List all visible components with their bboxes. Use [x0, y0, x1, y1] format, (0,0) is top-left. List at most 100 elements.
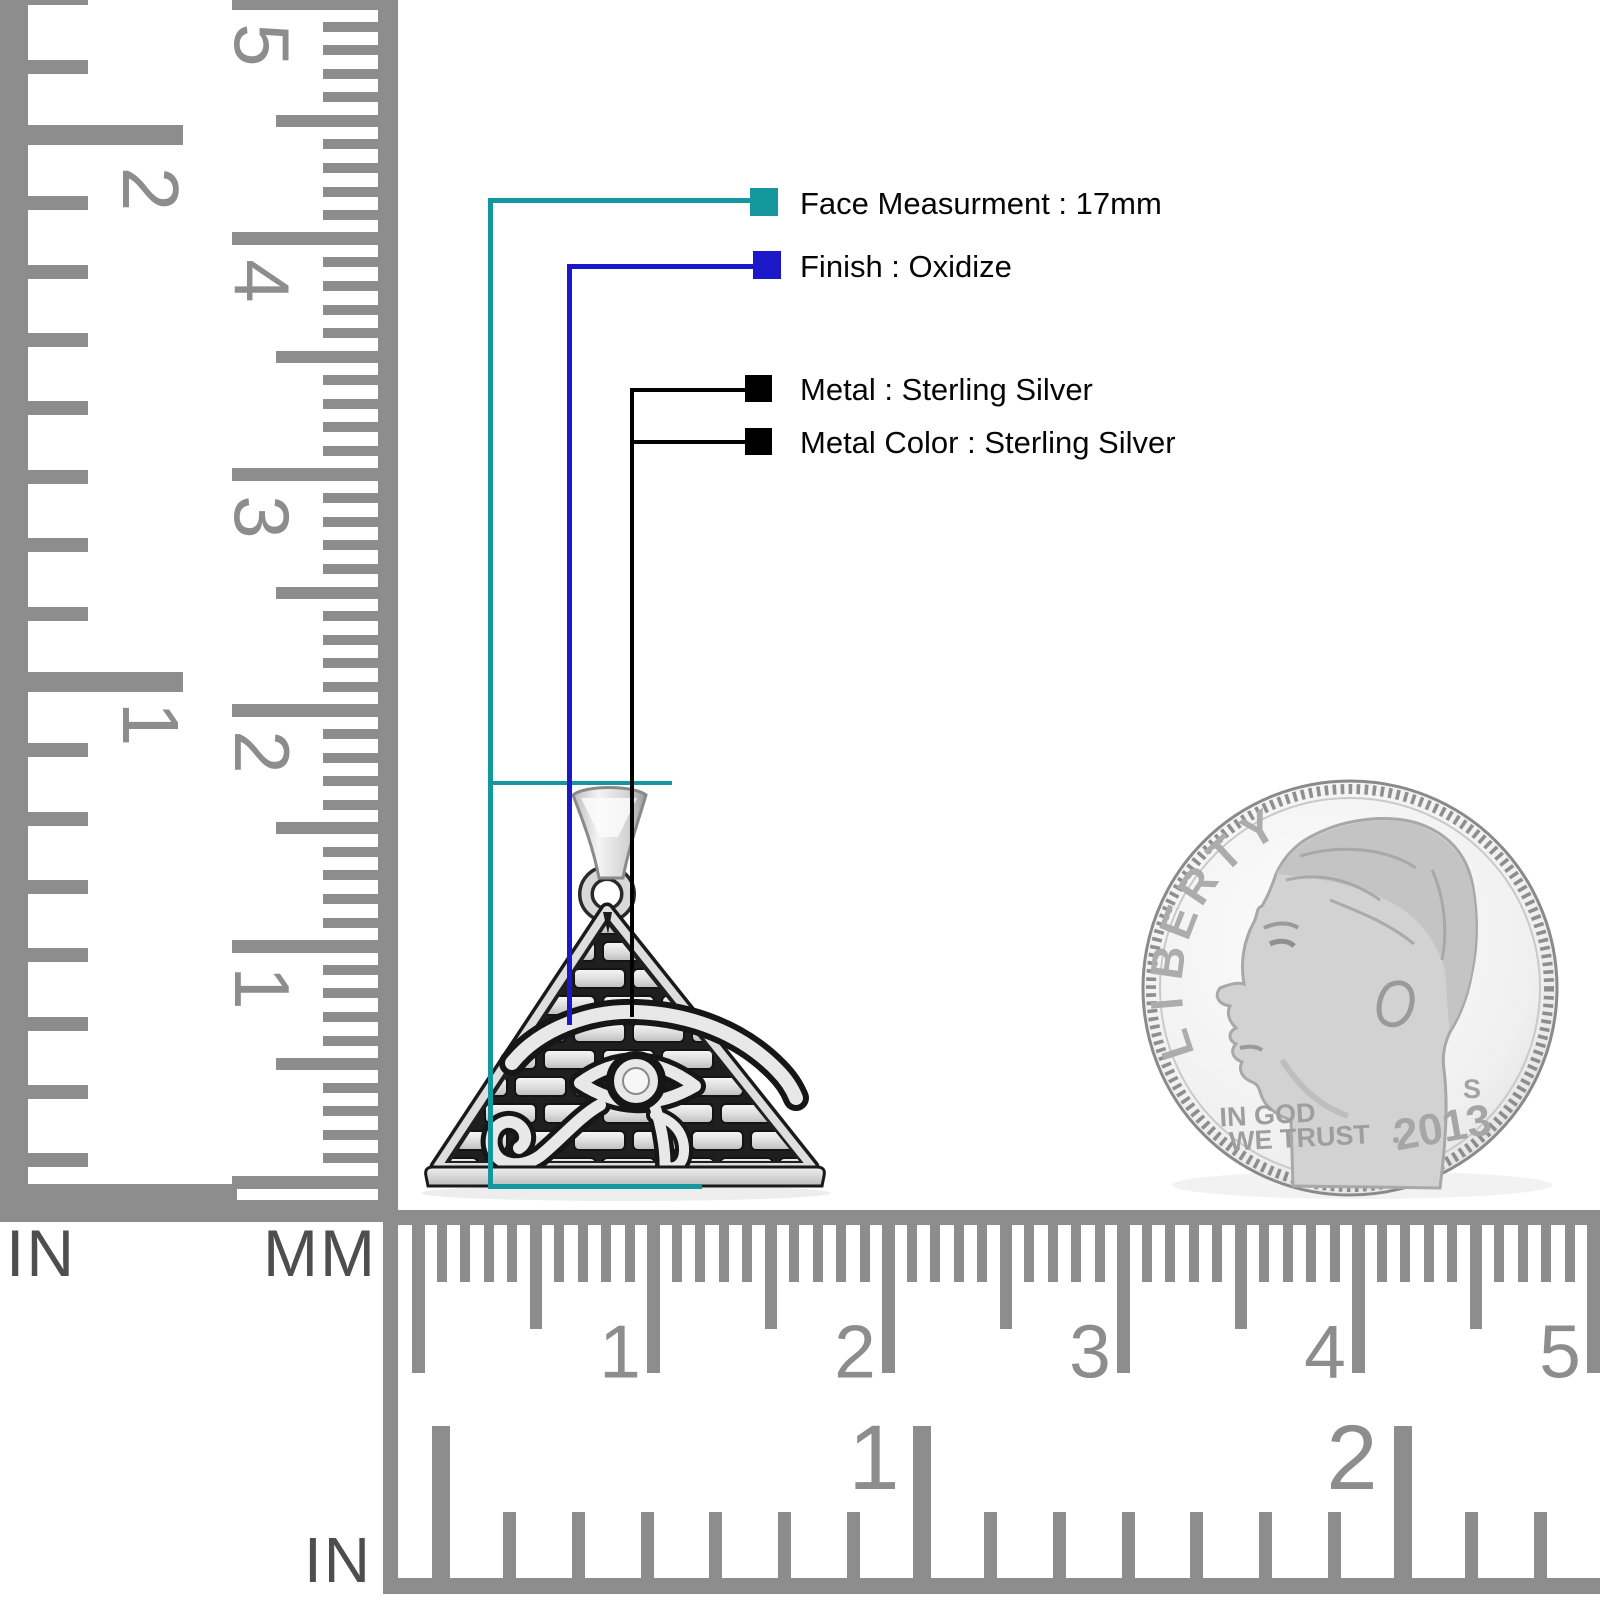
- ruler-tick: [601, 1225, 611, 1282]
- horizontal-cm-number: 2: [834, 1309, 876, 1394]
- ruler-tick: [1541, 1225, 1551, 1282]
- ruler-tick: [323, 799, 380, 810]
- ruler-tick: [28, 469, 88, 484]
- ruler-tick: [28, 1184, 237, 1200]
- face-measurement-label: Face Measurment : 17mm: [800, 186, 1162, 221]
- ruler-tick: [323, 375, 380, 386]
- ruler-tick: [323, 988, 380, 999]
- ruler-tick: [671, 1225, 682, 1282]
- pyramid-brick: [602, 1157, 655, 1161]
- ruler-tick: [640, 1512, 654, 1578]
- finish-line-vertical: [567, 264, 572, 1025]
- ruler-tick: [323, 493, 380, 504]
- ruler-tick: [28, 879, 88, 894]
- vertical-ruler-bottom-edge: [0, 1200, 398, 1222]
- ruler-tick: [1306, 1225, 1316, 1282]
- ruler-tick: [812, 1225, 823, 1282]
- ruler-tick: [503, 1512, 517, 1578]
- face-measurement-line-base: [488, 1184, 702, 1189]
- ruler-tick: [432, 1426, 450, 1578]
- pyramid-brick: [573, 1130, 626, 1151]
- ruler-tick: [1024, 1225, 1034, 1282]
- eye-of-horus: [480, 998, 809, 1182]
- ruler-tick: [984, 1512, 998, 1578]
- pyramid-brick: [514, 1076, 567, 1097]
- ruler-tick: [846, 1512, 860, 1578]
- ruler-tick: [232, 703, 380, 717]
- ruler-tick: [28, 401, 88, 416]
- pyramid-brick: [779, 1157, 799, 1161]
- ruler-tick: [323, 870, 380, 881]
- ruler-tick: [323, 681, 380, 692]
- ruler-tick: [930, 1225, 940, 1282]
- ruler-tick: [28, 0, 88, 6]
- ruler-tick: [323, 1129, 380, 1140]
- ruler-tick: [881, 1225, 895, 1373]
- ruler-tick: [323, 45, 380, 56]
- ruler-tick: [232, 232, 380, 246]
- ruler-tick: [323, 1153, 380, 1164]
- ear: [1376, 980, 1415, 1028]
- ruler-tick: [624, 1225, 635, 1282]
- ruler-tick: [709, 1512, 723, 1578]
- coin-mint-mark: S: [1463, 1074, 1481, 1104]
- vertical-ruler-inch-unit-label: IN: [6, 1216, 76, 1290]
- ruler-tick: [28, 811, 88, 826]
- horizontal-ruler-inch-unit-label: IN: [304, 1524, 372, 1596]
- ruler-tick: [28, 538, 88, 553]
- ruler-tick: [323, 634, 380, 645]
- ruler-tick: [1234, 1225, 1247, 1329]
- ruler-tick: [1121, 1512, 1135, 1578]
- ruler-tick: [323, 776, 380, 787]
- ruler-tick: [977, 1225, 987, 1282]
- ruler-tick: [1494, 1225, 1504, 1282]
- vertical-ruler-right-edge: [378, 0, 398, 1222]
- ruler-tick: [323, 422, 380, 433]
- ruler-tick: [554, 1225, 564, 1282]
- vertical-cm-number: 2: [218, 730, 306, 775]
- ruler-tick: [1329, 1225, 1340, 1282]
- pyramid-brick: [720, 1157, 773, 1161]
- ruler-tick: [323, 894, 380, 905]
- ruler-tick: [323, 540, 380, 551]
- face-measurement-line-bail-top: [488, 781, 672, 785]
- pyramid-base-rim: [424, 1165, 826, 1188]
- horizontal-cm-number: 3: [1069, 1309, 1111, 1394]
- ruler-tick: [483, 1225, 494, 1282]
- face-measurement-swatch: [750, 188, 778, 216]
- ruler-tick: [742, 1225, 752, 1282]
- ruler-tick: [1400, 1225, 1410, 1282]
- ruler-tick: [276, 586, 380, 599]
- ruler-tick: [1047, 1225, 1058, 1282]
- ruler-tick: [571, 1512, 585, 1578]
- ruler-tick: [411, 1225, 425, 1373]
- ruler-tick: [323, 92, 380, 103]
- ruler-tick: [1586, 1225, 1600, 1373]
- ruler-tick: [323, 516, 380, 527]
- face-measurement-line-top: [488, 198, 752, 203]
- ruler-tick: [323, 964, 380, 975]
- pyramid-brick: [543, 1157, 596, 1161]
- ruler-tick: [323, 398, 380, 409]
- ruler-tick: [28, 264, 88, 279]
- ruler-tick: [1116, 1225, 1130, 1373]
- ruler-tick: [1423, 1225, 1434, 1282]
- ruler-tick: [1465, 1512, 1479, 1578]
- ruler-tick: [529, 1225, 542, 1329]
- horizontal-ruler-top-edge: [398, 1210, 1600, 1225]
- horizontal-inch-number: 1: [848, 1407, 900, 1509]
- finish-swatch: [753, 251, 781, 279]
- ruler-tick: [646, 1225, 660, 1373]
- ruler-tick: [232, 939, 380, 953]
- metal-line-vertical: [630, 388, 634, 1017]
- coin-legend-letter: I: [1140, 995, 1193, 1012]
- ruler-tick: [999, 1225, 1012, 1329]
- metal-swatch: [745, 375, 772, 402]
- ruler-tick: [28, 333, 88, 348]
- ruler-tick: [859, 1225, 870, 1282]
- ruler-tick: [764, 1225, 777, 1329]
- ruler-tick: [1351, 1225, 1365, 1373]
- pyramid-brick: [543, 1049, 596, 1070]
